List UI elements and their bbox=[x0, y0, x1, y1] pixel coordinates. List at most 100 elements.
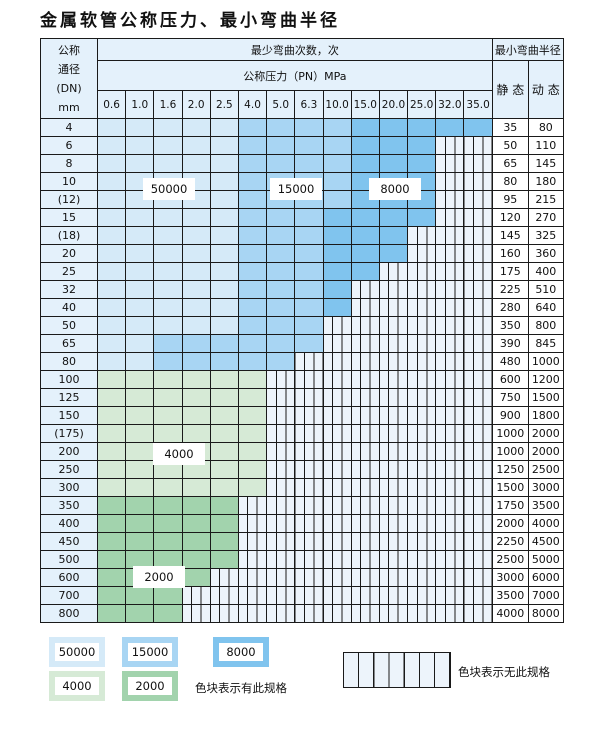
pressure-col-header: 6.3 bbox=[294, 90, 324, 119]
spec-cell-50000 bbox=[181, 316, 211, 335]
spec-cell-15000 bbox=[237, 154, 268, 173]
table-row: 15 120 270 bbox=[40, 208, 564, 227]
no-spec-cell bbox=[266, 370, 296, 389]
no-spec-cell bbox=[435, 442, 465, 461]
spec-cell-50000 bbox=[125, 154, 155, 173]
spec-cell-15000 bbox=[237, 208, 268, 227]
no-spec-cell bbox=[181, 586, 211, 605]
pressure-col-header: 1.0 bbox=[125, 90, 155, 119]
spec-cell-50000 bbox=[153, 262, 183, 281]
spec-cell-15000 bbox=[237, 334, 268, 353]
static-radius-cell: 50 bbox=[491, 136, 529, 155]
no-spec-cell bbox=[407, 514, 437, 533]
region-label-4000: 4000 bbox=[153, 443, 205, 465]
dn-cell: 50 bbox=[40, 316, 98, 335]
dn-cell: 25 bbox=[40, 262, 98, 281]
no-spec-cell bbox=[435, 586, 465, 605]
dn-cell: 700 bbox=[40, 586, 98, 605]
no-spec-cell bbox=[463, 136, 493, 155]
no-spec-cell bbox=[322, 352, 352, 371]
spec-cell-4000 bbox=[96, 370, 127, 389]
spec-cell-15000 bbox=[266, 262, 296, 281]
spec-cell-8000 bbox=[322, 280, 352, 299]
no-spec-cell bbox=[350, 568, 380, 587]
no-spec-cell bbox=[322, 460, 352, 479]
no-spec-cell bbox=[237, 532, 268, 551]
static-radius-cell: 3000 bbox=[491, 568, 529, 587]
spec-cell-15000 bbox=[266, 280, 296, 299]
spec-cell-15000 bbox=[266, 298, 296, 317]
spec-cell-15000 bbox=[322, 118, 352, 137]
spec-cell-50000 bbox=[209, 190, 239, 209]
no-spec-cell bbox=[294, 514, 324, 533]
no-spec-cell bbox=[266, 478, 296, 497]
spec-cell-4000 bbox=[96, 460, 127, 479]
no-spec-cell bbox=[266, 424, 296, 443]
spec-cell-2000 bbox=[96, 532, 127, 551]
dynamic-radius-cell: 8000 bbox=[527, 604, 564, 623]
dn-cell: 32 bbox=[40, 280, 98, 299]
page-title: 金属软管公称压力、最小弯曲半径 bbox=[40, 11, 340, 31]
dn-cell: 10 bbox=[40, 172, 98, 191]
no-spec-cell bbox=[463, 424, 493, 443]
spec-cell-15000 bbox=[237, 226, 268, 245]
table-row: 4 35 80 bbox=[40, 118, 564, 137]
no-spec-cell bbox=[209, 604, 239, 623]
spec-cell-2000 bbox=[209, 514, 239, 533]
spec-cell-4000 bbox=[209, 406, 239, 425]
no-spec-cell bbox=[435, 604, 465, 623]
spec-cell-15000 bbox=[322, 172, 352, 191]
spec-cell-2000 bbox=[181, 532, 211, 551]
spec-cell-4000 bbox=[153, 406, 183, 425]
spec-cell-2000 bbox=[125, 514, 155, 533]
dn-cell: (175) bbox=[40, 424, 98, 443]
no-spec-cell bbox=[378, 316, 409, 335]
legend-swatch-50000: 50000 bbox=[49, 637, 105, 667]
pressure-col-header: 25.0 bbox=[407, 90, 437, 119]
spec-cell-4000 bbox=[153, 370, 183, 389]
no-spec-cell bbox=[407, 280, 437, 299]
spec-cell-15000 bbox=[209, 334, 239, 353]
spec-cell-15000 bbox=[266, 316, 296, 335]
spec-cell-4000 bbox=[125, 370, 155, 389]
region-label-2000: 2000 bbox=[133, 566, 185, 588]
no-spec-cell bbox=[322, 586, 352, 605]
spec-cell-8000 bbox=[350, 244, 380, 263]
no-spec-cell bbox=[378, 478, 409, 497]
dn-cell: 350 bbox=[40, 496, 98, 515]
spec-cell-50000 bbox=[209, 262, 239, 281]
spec-cell-50000 bbox=[96, 316, 127, 335]
no-spec-cell bbox=[350, 478, 380, 497]
no-spec-cell bbox=[322, 532, 352, 551]
spec-cell-8000 bbox=[435, 118, 465, 137]
no-spec-cell bbox=[350, 280, 380, 299]
legend-swatch-2000: 2000 bbox=[122, 671, 178, 701]
dn-cell: 600 bbox=[40, 568, 98, 587]
no-spec-cell bbox=[378, 298, 409, 317]
spec-cell-15000 bbox=[294, 208, 324, 227]
no-spec-cell bbox=[407, 442, 437, 461]
no-spec-cell bbox=[294, 406, 324, 425]
dn-cell: 20 bbox=[40, 244, 98, 263]
table-row: (18) 145 325 bbox=[40, 226, 564, 245]
no-spec-cell bbox=[378, 532, 409, 551]
spec-cell-4000 bbox=[181, 388, 211, 407]
spec-cell-4000 bbox=[96, 406, 127, 425]
spec-cell-8000 bbox=[378, 226, 409, 245]
no-spec-cell bbox=[407, 532, 437, 551]
no-spec-cell bbox=[378, 442, 409, 461]
no-spec-cell bbox=[350, 586, 380, 605]
spec-cell-8000 bbox=[322, 298, 352, 317]
static-radius-cell: 1750 bbox=[491, 496, 529, 515]
pressure-col-header: 2.0 bbox=[181, 90, 211, 119]
static-radius-cell: 225 bbox=[491, 280, 529, 299]
spec-cell-4000 bbox=[153, 388, 183, 407]
spec-cell-2000 bbox=[96, 568, 127, 587]
table-row: 80 480 1000 bbox=[40, 352, 564, 371]
no-spec-cell bbox=[463, 604, 493, 623]
static-radius-cell: 120 bbox=[491, 208, 529, 227]
table-row: 100 600 1200 bbox=[40, 370, 564, 389]
region-label-50000: 50000 bbox=[143, 178, 195, 200]
dn-cell: 4 bbox=[40, 118, 98, 137]
no-spec-cell bbox=[294, 568, 324, 587]
